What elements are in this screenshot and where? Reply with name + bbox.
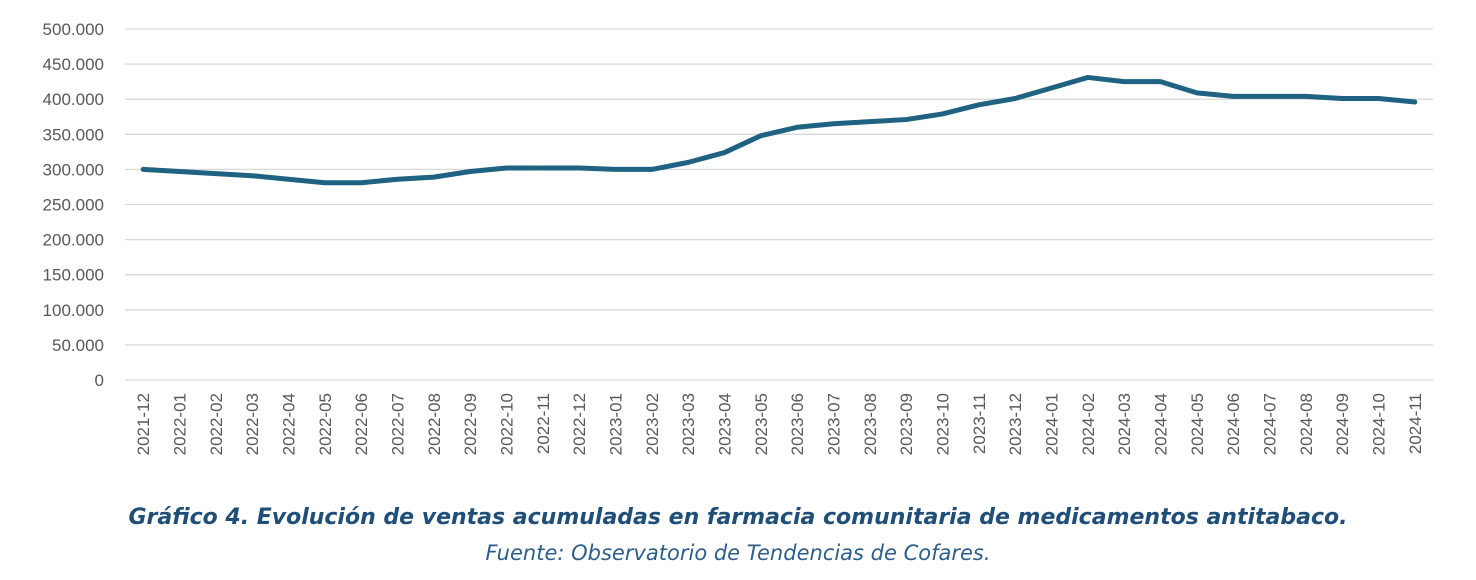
x-axis-ticks: 2021-12 2022-01 2022-02 2022-03 2022-04 2022-…: [134, 393, 1425, 455]
x-tick-label: 2023-09: [897, 393, 916, 455]
y-tick-label: 200.000: [43, 231, 104, 250]
x-tick-label: 2023-02: [643, 393, 662, 455]
data-point: [832, 122, 835, 125]
gridlines: [125, 28, 1433, 381]
data-point: [1086, 76, 1089, 79]
x-tick-label: 2023-07: [825, 393, 844, 455]
x-tick-label: 2023-04: [716, 393, 735, 455]
x-tick-label: 2024-02: [1079, 393, 1098, 455]
data-point: [1341, 97, 1344, 100]
y-tick-label: 100.000: [43, 301, 104, 320]
x-tick-label: 2024-11: [1406, 393, 1425, 454]
x-tick-label: 2022-12: [570, 393, 589, 455]
x-tick-label: 2024-06: [1224, 393, 1243, 455]
data-point: [1377, 97, 1380, 100]
series-line: [140, 74, 1418, 186]
data-point: [614, 168, 617, 171]
y-tick-label: 250.000: [43, 196, 104, 215]
x-tick-label: 2022-11: [534, 393, 553, 454]
x-tick-label: 2021-12: [134, 393, 153, 455]
x-tick-label: 2022-02: [207, 393, 226, 455]
data-point: [142, 168, 145, 171]
data-point: [505, 166, 508, 169]
data-point: [578, 166, 581, 169]
x-tick-label: 2024-09: [1333, 393, 1352, 455]
series-group: [140, 74, 1418, 186]
data-point: [1195, 91, 1198, 94]
chart-caption-source: Fuente: Observatorio de Tendencias de Co…: [485, 541, 991, 565]
data-point: [1268, 95, 1271, 98]
x-tick-label: 2022-08: [425, 393, 444, 455]
data-point: [1050, 86, 1053, 89]
x-tick-label: 2023-10: [934, 393, 953, 455]
x-tick-label: 2024-05: [1188, 393, 1207, 455]
x-tick-label: 2024-04: [1152, 393, 1171, 455]
x-tick-label: 2022-03: [243, 393, 262, 455]
data-point: [723, 151, 726, 154]
data-point: [1232, 95, 1235, 98]
x-tick-label: 2022-01: [171, 393, 190, 455]
y-tick-label: 350.000: [43, 125, 104, 144]
data-point: [396, 178, 399, 181]
data-point: [1304, 95, 1307, 98]
x-tick-label: 2023-08: [861, 393, 880, 455]
x-tick-label: 2023-11: [970, 393, 989, 454]
line-chart: 500.000 450.000 400.000 350.000 300.000 250.0…: [43, 20, 1433, 455]
data-point: [541, 166, 544, 169]
y-tick-label: 450.000: [43, 55, 104, 74]
data-point: [287, 178, 290, 181]
chart-caption-title: Gráfico 4. Evolución de ventas acumulada…: [128, 505, 1348, 530]
x-tick-label: 2023-03: [679, 393, 698, 455]
data-point: [432, 176, 435, 179]
x-tick-label: 2022-09: [461, 393, 480, 455]
data-point: [1014, 97, 1017, 100]
data-point: [1413, 101, 1416, 104]
y-tick-label: 500.000: [43, 20, 104, 39]
data-point: [178, 170, 181, 173]
data-point: [868, 120, 871, 123]
data-point: [796, 126, 799, 129]
x-tick-label: 2024-07: [1261, 393, 1280, 455]
y-axis-ticks: 500.000 450.000 400.000 350.000 300.000 250.0…: [43, 20, 104, 390]
data-point: [214, 172, 217, 175]
x-tick-label: 2024-01: [1043, 393, 1062, 455]
x-tick-label: 2024-03: [1115, 393, 1134, 455]
data-point: [1123, 80, 1126, 83]
data-point: [323, 181, 326, 184]
x-tick-label: 2024-08: [1297, 393, 1316, 455]
data-point: [650, 168, 653, 171]
x-tick-label: 2022-04: [280, 393, 299, 455]
x-tick-label: 2023-12: [1006, 393, 1025, 455]
data-point: [1159, 80, 1162, 83]
data-point: [759, 134, 762, 137]
data-point: [941, 112, 944, 115]
x-tick-label: 2022-10: [498, 393, 517, 455]
x-tick-label: 2023-05: [752, 393, 771, 455]
data-point: [251, 174, 254, 177]
x-tick-label: 2022-06: [352, 393, 371, 455]
data-point: [360, 181, 363, 184]
data-point: [977, 103, 980, 106]
x-tick-label: 2022-07: [389, 393, 408, 455]
y-tick-label: 150.000: [43, 266, 104, 285]
x-tick-label: 2023-06: [788, 393, 807, 455]
data-point: [905, 118, 908, 121]
y-tick-label: 300.000: [43, 160, 104, 179]
y-tick-label: 50.000: [52, 336, 104, 355]
y-tick-label: 0: [95, 371, 104, 390]
x-tick-label: 2023-01: [607, 393, 626, 455]
x-tick-label: 2022-05: [316, 393, 335, 455]
x-tick-label: 2024-10: [1370, 393, 1389, 455]
data-point: [469, 170, 472, 173]
data-point: [687, 161, 690, 164]
y-tick-label: 400.000: [43, 90, 104, 109]
